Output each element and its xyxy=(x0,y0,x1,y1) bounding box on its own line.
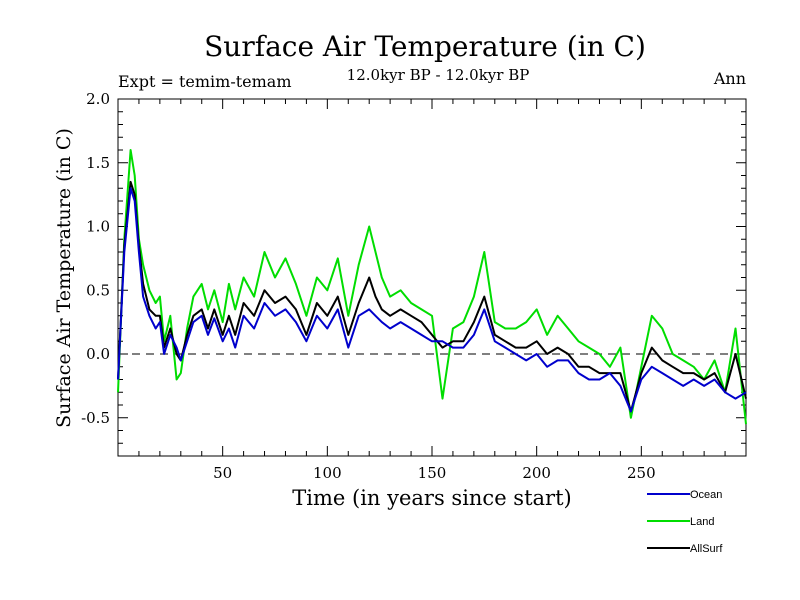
x-tick-label: 50 xyxy=(213,464,232,482)
chart-subtitle: 12.0kyr BP - 12.0kyr BP xyxy=(347,66,530,84)
plot-frame xyxy=(117,98,747,457)
legend: Ocean Land AllSurf xyxy=(647,489,723,555)
x-tick-label: 150 xyxy=(418,464,447,482)
axis-ticks xyxy=(118,98,746,456)
x-tick-label: 250 xyxy=(627,464,656,482)
series-lines xyxy=(117,149,747,425)
x-tick-label: 200 xyxy=(522,464,551,482)
y-tick-label: 2.0 xyxy=(86,90,110,108)
y-tick-label: 0.5 xyxy=(86,281,110,299)
plot-area: 50 100 150 200 250 -0.5 0.0 0.5 1.0 1.5 2.0 xyxy=(81,90,747,482)
experiment-label: Expt = temim-temam xyxy=(118,72,292,91)
y-tick-label: 1.0 xyxy=(86,218,110,236)
y-tick-label: -0.5 xyxy=(81,409,110,427)
series-line-land xyxy=(117,149,747,425)
legend-label-allsurf: AllSurf xyxy=(690,543,723,555)
legend-label-land: Land xyxy=(690,516,714,528)
legend-label-ocean: Ocean xyxy=(690,489,722,501)
y-axis-label: Surface Air Temperature (in C) xyxy=(53,128,75,428)
chart-title: Surface Air Temperature (in C) xyxy=(204,30,646,63)
season-label: Ann xyxy=(713,69,746,88)
x-tick-label: 100 xyxy=(313,464,342,482)
series-line-ocean xyxy=(117,187,747,413)
x-axis-label: Time (in years since start) xyxy=(292,486,571,510)
y-tick-label: 0.0 xyxy=(86,345,110,363)
y-tick-label: 1.5 xyxy=(86,154,110,172)
axis-tick-labels: 50 100 150 200 250 -0.5 0.0 0.5 1.0 1.5 2.0 xyxy=(81,90,656,482)
